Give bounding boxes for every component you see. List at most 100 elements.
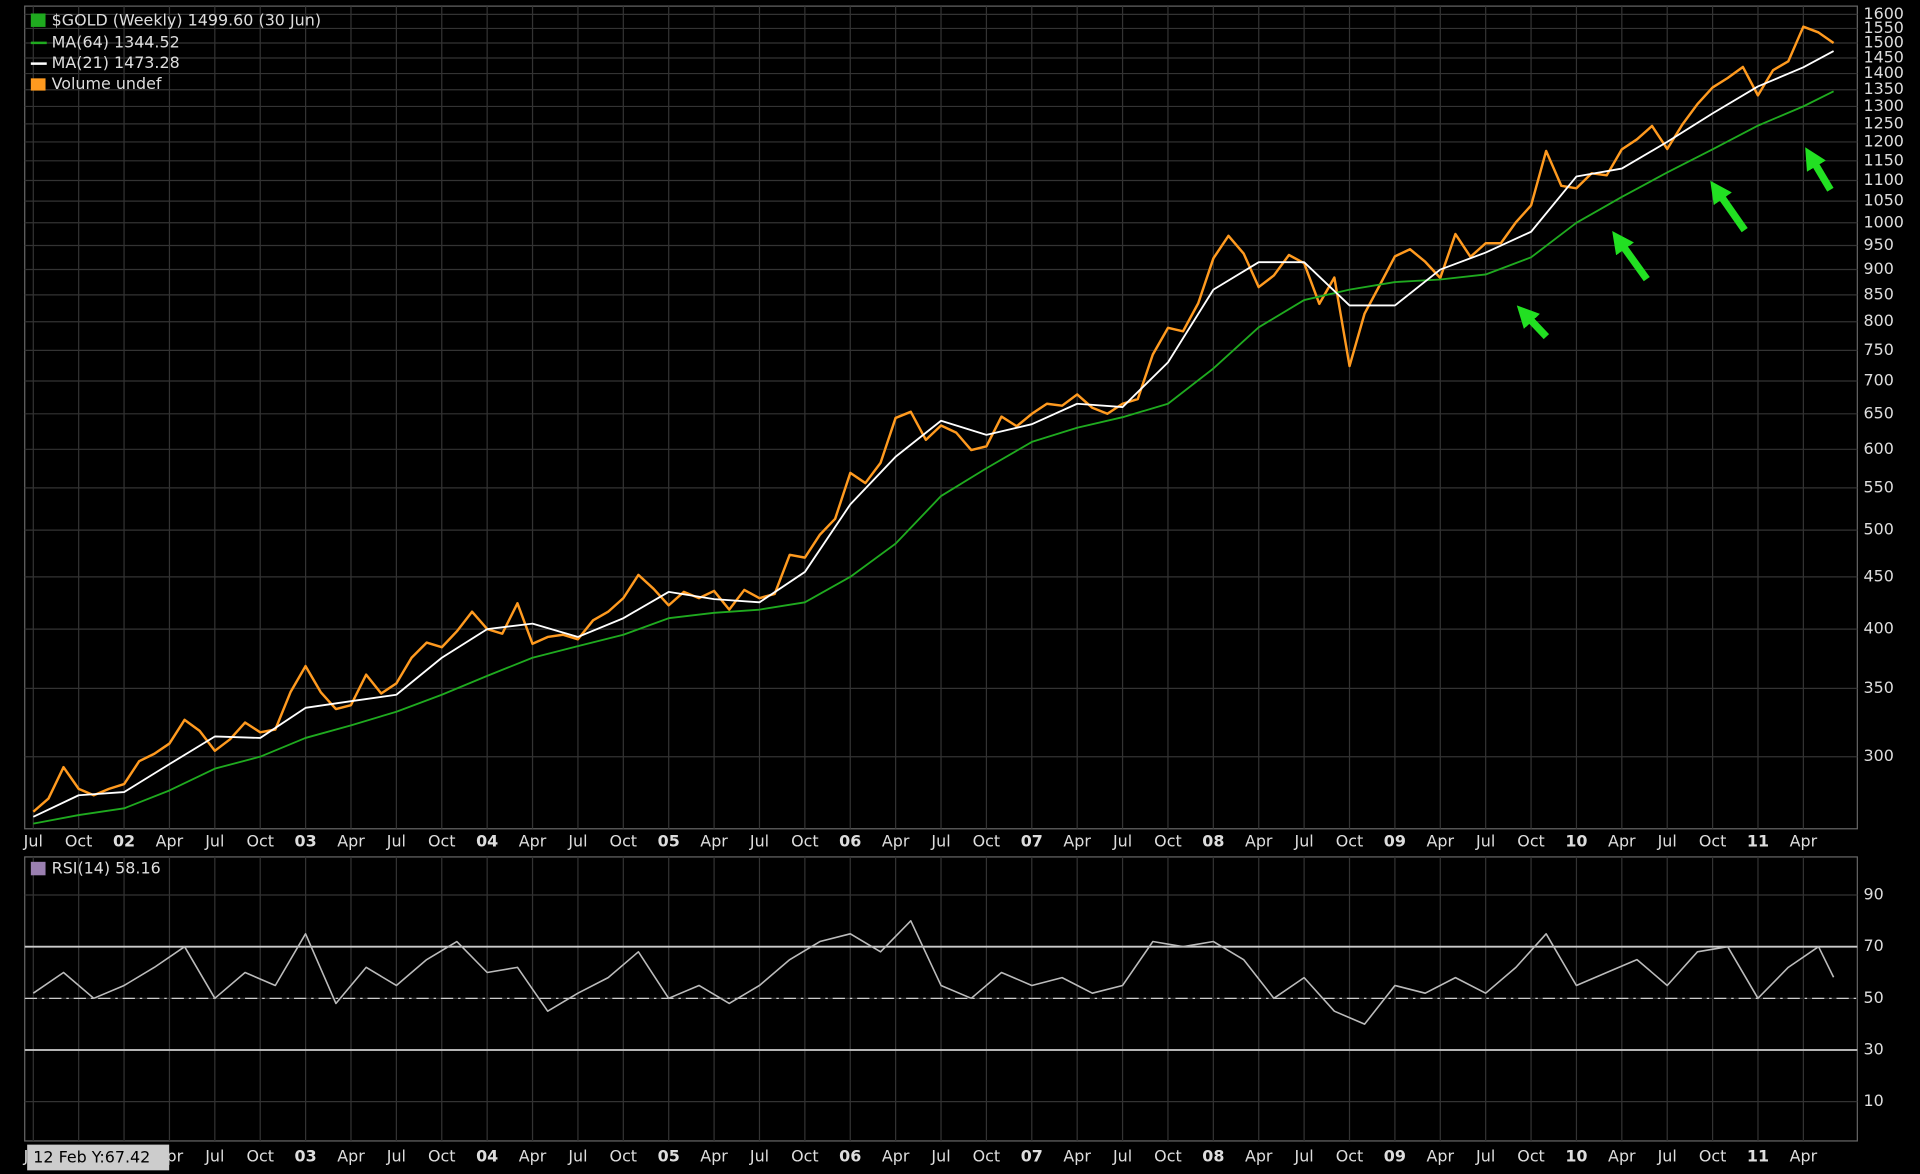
x-tick-label: 02 (113, 832, 135, 851)
x-tick-label: Apr (1245, 1146, 1273, 1165)
x-tick-label: Oct (791, 832, 819, 851)
x-tick-label: Apr (882, 832, 910, 851)
x-tick-label: Jul (1112, 832, 1132, 851)
y-tick-label: 1300 (1863, 96, 1903, 115)
x-tick-label: Apr (1427, 832, 1455, 851)
legend-entry: MA(21) 1473.28 (52, 53, 180, 72)
x-tick-label: Jul (386, 1146, 406, 1165)
x-tick-label: 11 (1747, 832, 1769, 851)
x-tick-label: Jul (1112, 1146, 1132, 1165)
legend-entry: $GOLD (Weekly) 1499.60 (30 Jun) (52, 10, 321, 29)
annotation-arrows (1516, 147, 1834, 340)
y-tick-label: 90 (1863, 885, 1883, 904)
x-tick-label: Oct (1699, 1146, 1727, 1165)
y-tick-label: 1550 (1863, 18, 1903, 37)
y-tick-label: 1600 (1863, 4, 1903, 23)
y-tick-label: 1000 (1863, 212, 1903, 231)
x-tick-label: Jul (23, 832, 43, 851)
x-tick-label: Jul (567, 832, 587, 851)
y-tick-label: 950 (1863, 235, 1893, 254)
x-tick-label: Jul (1657, 1146, 1677, 1165)
legend-entry: MA(64) 1344.52 (52, 32, 180, 51)
x-tick-label: Oct (65, 832, 93, 851)
x-tick-label: Apr (519, 1146, 547, 1165)
x-tick-label: Apr (519, 832, 547, 851)
x-tick-label: Jul (1294, 1146, 1314, 1165)
x-tick-label: Jul (1657, 832, 1677, 851)
x-tick-label: Oct (1154, 832, 1182, 851)
x-tick-label: 07 (1021, 832, 1043, 851)
legend-note: Volume undef (52, 74, 162, 93)
arrow (1612, 230, 1650, 282)
y-tick-label: 500 (1863, 520, 1893, 539)
series-line (32, 25, 1835, 813)
x-tick-label: Jul (1475, 1146, 1495, 1165)
x-tick-label: Apr (1790, 832, 1818, 851)
y-tick-label: 450 (1863, 566, 1893, 585)
x-tick-label: 08 (1202, 832, 1224, 851)
x-tick-label: 09 (1384, 1146, 1406, 1165)
x-tick-label: Oct (973, 1146, 1001, 1165)
tooltip-text: 12 Feb Y:67.42 (33, 1148, 150, 1167)
x-tick-label: Jul (930, 1146, 950, 1165)
x-tick-label: Oct (791, 1146, 819, 1165)
x-tick-label: Jul (386, 832, 406, 851)
legend: $GOLD (Weekly) 1499.60 (30 Jun) MA(64) 1… (30, 10, 321, 878)
x-tick-label: 06 (839, 832, 861, 851)
y-tick-label: 1450 (1863, 48, 1903, 67)
x-tick-label: Oct (610, 832, 638, 851)
y-tick-label: 650 (1863, 403, 1893, 422)
x-tick-label: Oct (1336, 1146, 1364, 1165)
x-tick-label: 10 (1565, 832, 1587, 851)
x-tick-label: Apr (1790, 1146, 1818, 1165)
x-tick-label: Jul (749, 1146, 769, 1165)
x-tick-label: Apr (700, 832, 728, 851)
x-tick-label: Oct (610, 1146, 638, 1165)
y-tick-label: 1250 (1863, 113, 1903, 132)
x-tick-label: Apr (156, 832, 184, 851)
x-tick-label: Oct (1517, 1146, 1545, 1165)
legend-icon (30, 78, 46, 91)
x-tick-label: 04 (476, 1146, 498, 1165)
arrow (1805, 147, 1834, 192)
x-tick-label: Apr (1427, 1146, 1455, 1165)
arrow (1516, 305, 1550, 340)
y-tick-label: 750 (1863, 340, 1893, 359)
legend-icon (30, 861, 46, 876)
x-tick-label: Jul (204, 1146, 224, 1165)
x-tick-label: Apr (1608, 832, 1636, 851)
x-tick-label: Jul (1294, 832, 1314, 851)
y-tick-label: 350 (1863, 678, 1893, 697)
y-tick-label: 850 (1863, 284, 1893, 303)
series-line (32, 920, 1835, 1025)
x-tick-label: Jul (1475, 832, 1495, 851)
y-tick-label: 1050 (1863, 191, 1903, 210)
x-tick-label: Oct (973, 832, 1001, 851)
y-tick-label: 1400 (1863, 63, 1903, 82)
x-tick-label: Apr (1063, 832, 1091, 851)
x-tick-label: Jul (567, 1146, 587, 1165)
x-tick-label: Oct (428, 832, 456, 851)
y-tick-label: 1350 (1863, 79, 1903, 98)
y-tick-label: 800 (1863, 311, 1893, 330)
x-tick-label: 10 (1565, 1146, 1587, 1165)
x-tick-label: Apr (1063, 1146, 1091, 1165)
x-tick-label: 11 (1747, 1146, 1769, 1165)
y-tick-label: 50 (1863, 988, 1883, 1007)
x-tick-label: Jul (204, 832, 224, 851)
y-tick-label: 30 (1863, 1039, 1883, 1058)
y-tick-label: 10 (1863, 1091, 1883, 1110)
x-tick-label: 03 (295, 1146, 317, 1165)
y-tick-label: 550 (1863, 477, 1893, 496)
x-tick-label: Oct (1154, 1146, 1182, 1165)
x-tick-label: Apr (1608, 1146, 1636, 1165)
arrow (1710, 180, 1748, 233)
y-tick-label: 1100 (1863, 170, 1903, 189)
x-tick-label: 08 (1202, 1146, 1224, 1165)
x-tick-label: Oct (1336, 832, 1364, 851)
x-tick-label: Oct (1517, 832, 1545, 851)
marks (32, 25, 1835, 1025)
x-tick-label: 05 (658, 832, 680, 851)
x-tick-label: 05 (658, 1146, 680, 1165)
